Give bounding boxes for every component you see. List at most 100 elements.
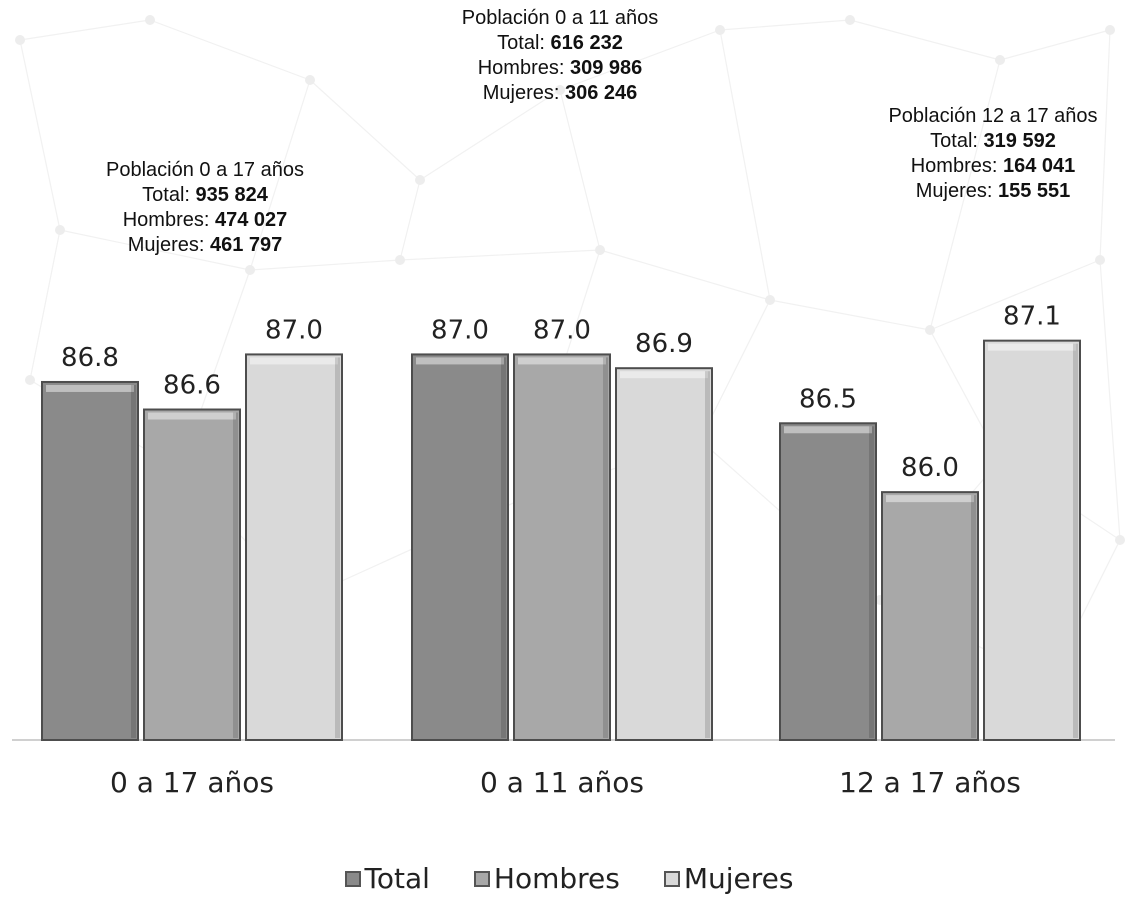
annotation-total-label: Total: (930, 130, 978, 152)
network-line (559, 29, 721, 91)
network-node (245, 265, 255, 275)
legend-swatch-hombres (473, 870, 490, 887)
bar-total-0 (41, 380, 139, 741)
data-label-total-2: 86.5 (799, 384, 857, 414)
network-line (249, 79, 311, 271)
bar-bevel-highlight (518, 357, 606, 365)
category-label-0: 0 a 17 años (110, 766, 274, 799)
network-node (765, 295, 775, 305)
network-line (309, 79, 421, 181)
bar-bevel-highlight (46, 384, 134, 392)
legend-swatch-total (344, 870, 361, 887)
network-line (19, 39, 61, 231)
category-label-2: 12 a 17 años (839, 766, 1021, 799)
network-line (19, 19, 151, 41)
bar-bevel-highlight (886, 495, 974, 503)
network-line (849, 19, 1001, 61)
annotation-0-17: Población 0 a 17 años Total: 935 824 Hom… (55, 158, 355, 258)
network-line (999, 29, 1111, 61)
annotation-hombres-value: 474 027 (214, 209, 288, 231)
bar-mujeres-0 (245, 353, 343, 741)
network-line (719, 19, 851, 31)
network-node (1105, 25, 1115, 35)
annotation-total-value: 935 824 (195, 184, 268, 206)
annotation-hombres-value: 164 041 (1002, 155, 1076, 177)
annotation-12-17: Población 12 a 17 años Total: 319 592 Ho… (848, 104, 1138, 204)
network-node (55, 225, 65, 235)
network-node (1115, 535, 1125, 545)
network-node (415, 175, 425, 185)
data-label-mujeres-2: 87.1 (1003, 302, 1061, 332)
data-label-hombres-2: 86.0 (901, 453, 959, 483)
data-label-total-1: 87.0 (431, 315, 489, 345)
network-node (715, 25, 725, 35)
bar-bevel-shadow (131, 384, 136, 738)
bar-bevel-shadow (971, 495, 976, 738)
network-line (1099, 29, 1111, 261)
category-labels-layer: 0 a 17 años 0 a 11 años 12 a 17 años (110, 766, 1021, 799)
legend-label-total: Total (364, 862, 430, 895)
network-line (59, 229, 251, 271)
bar-mujeres-1 (615, 367, 713, 741)
bar-hombres-2 (881, 491, 979, 741)
bar-bevel-highlight (148, 412, 236, 420)
bar-bevel-shadow (335, 357, 340, 738)
chart-legend: Total Hombres Mujeres (0, 862, 1138, 895)
network-line (559, 89, 601, 251)
network-node (555, 85, 565, 95)
network-node (845, 15, 855, 25)
network-node (995, 55, 1005, 65)
annotation-mujeres-value: 461 797 (209, 234, 283, 256)
legend-item-hombres: Hombres (473, 862, 620, 895)
legend-label-hombres: Hombres (493, 862, 620, 895)
legend-item-mujeres: Mujeres (663, 862, 793, 895)
data-label-total-0: 86.8 (61, 343, 119, 373)
network-node (305, 75, 315, 85)
annotation-mujeres-value: 306 246 (564, 82, 638, 104)
bar-bevel-highlight (784, 426, 872, 434)
data-label-mujeres-1: 86.9 (635, 329, 693, 359)
annotation-0-11: Población 0 a 11 años Total: 616 232 Hom… (410, 6, 710, 106)
network-line (1099, 259, 1121, 541)
annotation-mujeres-label: Mujeres: (482, 82, 560, 104)
annotation-mujeres-label: Mujeres: (915, 180, 993, 202)
bar-bevel-highlight (250, 357, 338, 365)
data-label-hombres-0: 86.6 (163, 371, 221, 401)
bar-bevel-highlight (620, 371, 708, 379)
network-line (719, 29, 771, 301)
bar-total-2 (779, 422, 877, 741)
network-node (25, 375, 35, 385)
bar-hombres-1 (513, 353, 611, 741)
bar-bevel-shadow (233, 412, 238, 738)
annotation-hombres-label: Hombres: (910, 155, 998, 177)
bar-bevel-shadow (869, 426, 874, 738)
annotation-hombres-value: 309 986 (569, 57, 643, 79)
annotation-title: Población 0 a 17 años (106, 159, 304, 181)
network-line (149, 19, 311, 81)
bar-bevel-highlight (416, 357, 504, 365)
annotation-total-label: Total: (497, 32, 545, 54)
network-node (395, 255, 405, 265)
legend-item-total: Total (344, 862, 430, 895)
network-node (145, 15, 155, 25)
network-line (929, 259, 1101, 331)
data-label-mujeres-0: 87.0 (265, 315, 323, 345)
annotation-hombres-label: Hombres: (477, 57, 565, 79)
network-line (419, 89, 561, 181)
category-label-1: 0 a 11 años (480, 766, 644, 799)
data-label-hombres-1: 87.0 (533, 315, 591, 345)
bar-bevel-shadow (501, 357, 506, 738)
annotation-total-label: Total: (142, 184, 190, 206)
annotation-mujeres-value: 155 551 (997, 180, 1071, 202)
network-line (769, 299, 931, 331)
network-line (399, 179, 421, 261)
bar-bevel-shadow (1073, 343, 1078, 738)
bar-bevel-highlight (988, 343, 1076, 351)
network-node (1095, 255, 1105, 265)
network-node (15, 35, 25, 45)
network-line (399, 249, 601, 261)
network-line (929, 59, 1001, 331)
network-line (249, 259, 401, 271)
annotation-title: Población 0 a 11 años (461, 7, 659, 29)
